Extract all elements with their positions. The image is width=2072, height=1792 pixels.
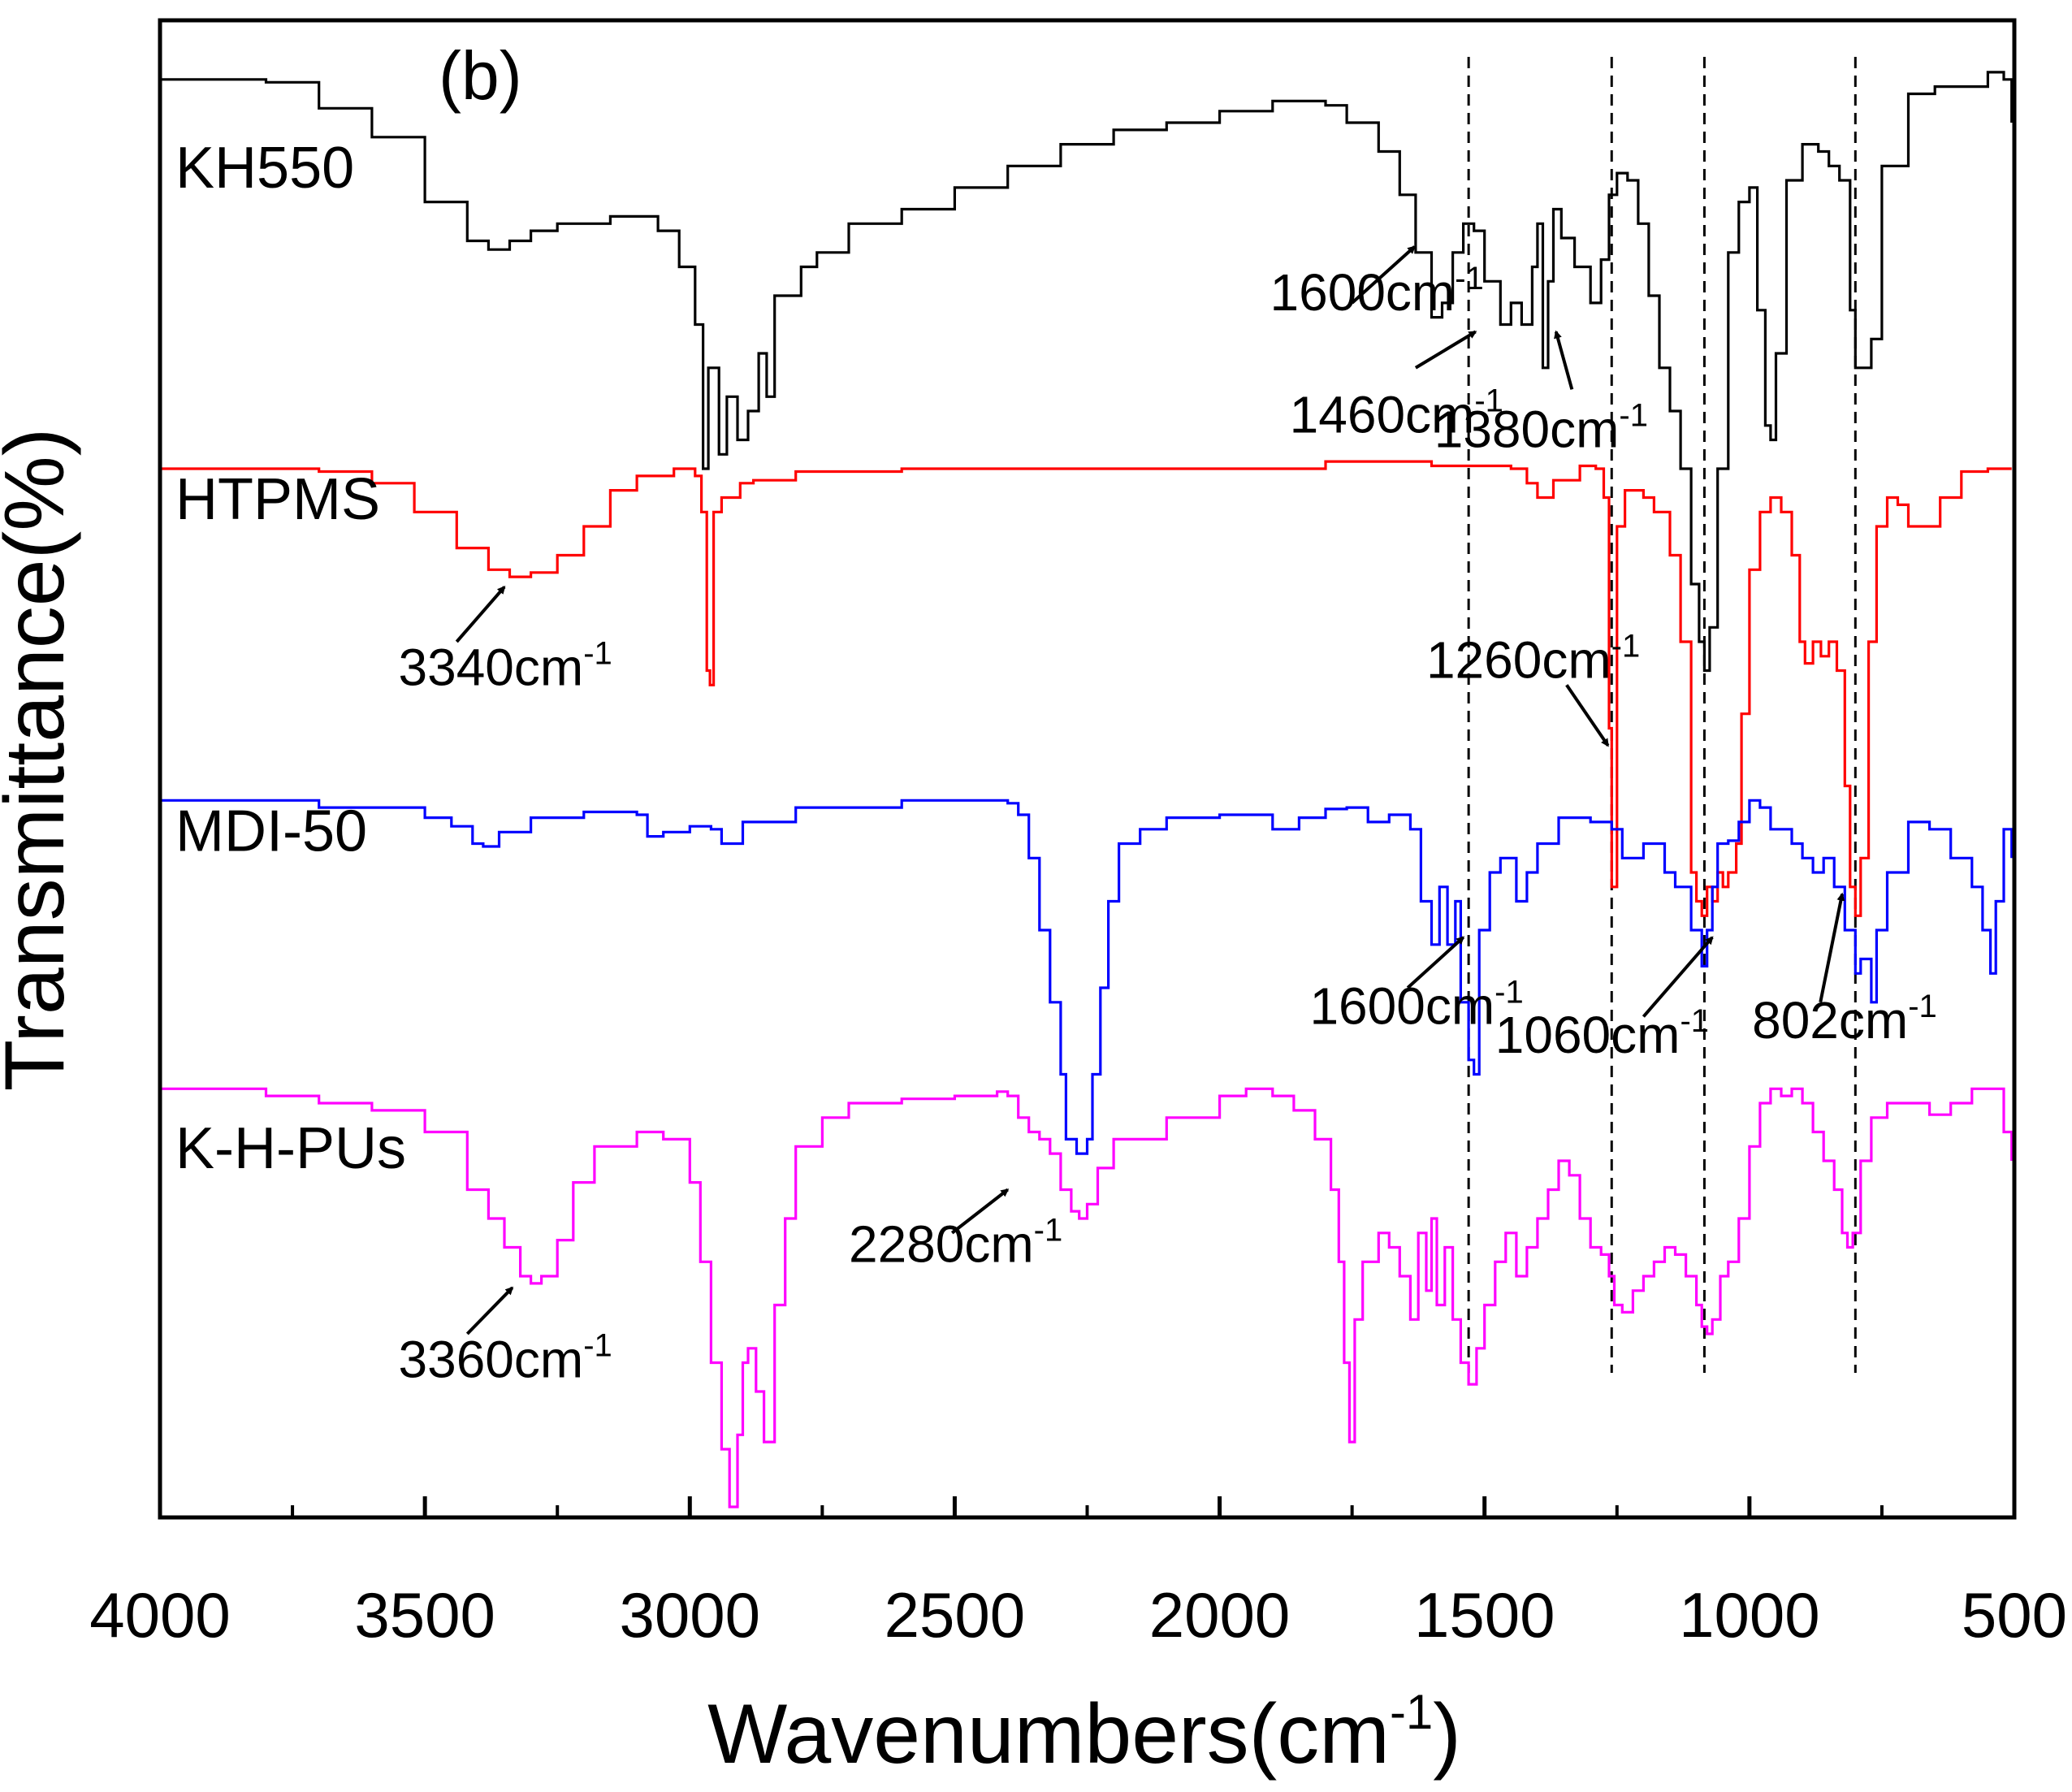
annotation-arrow-0 (1351, 245, 1417, 305)
guide-lines (1467, 57, 1857, 1373)
x-axis-title-main: Wavenumbers(cm (707, 1687, 1390, 1781)
x-tick-label-3000: 3000 (620, 1579, 761, 1651)
annotation-arrow-3 (455, 586, 506, 643)
annotation-label-0: 1600cm-1 (1270, 261, 1484, 322)
annotation-label-1: 1460cm-1 (1290, 383, 1503, 444)
series-label-k-h-pus: K-H-PUs (175, 1116, 406, 1181)
axes: 4000 3500 3000 2500 2000 1500 1000 500 (89, 18, 2067, 1651)
annotation-label-8: 2280cm-1 (849, 1212, 1062, 1273)
x-axis-title: Wavenumbers(cm-1) (707, 1685, 1461, 1781)
series-label-mdi-50: MDI-50 (175, 799, 367, 864)
annotation-arrow-4 (1565, 684, 1610, 747)
x-axis-title-sup: -1 (1390, 1685, 1433, 1739)
x-axis-title-suffix: ) (1433, 1687, 1461, 1781)
panel-label: (b) (439, 37, 522, 114)
annotation-label-2: 1380cm-1 (1434, 397, 1648, 458)
x-tick-label-3500: 3500 (354, 1579, 495, 1651)
x-tick-label-4000: 4000 (89, 1579, 231, 1651)
annotation-arrow-9 (465, 1286, 514, 1335)
y-axis-title: Transmittance(%) (0, 428, 82, 1092)
x-tick-label-2500: 2500 (885, 1579, 1026, 1651)
annotation-arrow-6 (1642, 936, 1714, 1018)
annotation-arrow-8 (950, 1188, 1010, 1235)
series-line-htpms (160, 460, 2012, 917)
annotation-label-3: 3340cm-1 (399, 635, 612, 696)
x-tick-label-1500: 1500 (1414, 1579, 1555, 1651)
annotation-arrow-7 (1819, 892, 1845, 1003)
series-label-kh550: KH550 (175, 136, 354, 201)
annotation-arrow-1 (1414, 330, 1477, 370)
series-line-mdi-50 (160, 799, 2014, 1155)
x-tick-label-500: 500 (1962, 1579, 2067, 1651)
x-tick-label-2000: 2000 (1149, 1579, 1291, 1651)
series-line-k-h-pus (160, 1087, 2014, 1508)
annotation-label-6: 1060cm-1 (1495, 1003, 1709, 1064)
x-tick-label-1000: 1000 (1679, 1579, 1820, 1651)
annotation-label-9: 3360cm-1 (399, 1327, 612, 1388)
labels: (b) Transmittance(%) Wavenumbers(cm-1) K… (0, 37, 1461, 1781)
annotation-arrow-5 (1406, 936, 1465, 989)
series-label-htpms: HTPMS (175, 467, 380, 532)
annotation-label-5: 1600cm-1 (1309, 974, 1523, 1035)
annotation-label-4: 1260cm-1 (1426, 628, 1640, 689)
annotation-label-7: 802cm-1 (1752, 989, 1937, 1050)
series-lines (160, 71, 2014, 1508)
annotation-arrow-2 (1554, 330, 1574, 390)
series-line-kh550 (160, 71, 2014, 673)
